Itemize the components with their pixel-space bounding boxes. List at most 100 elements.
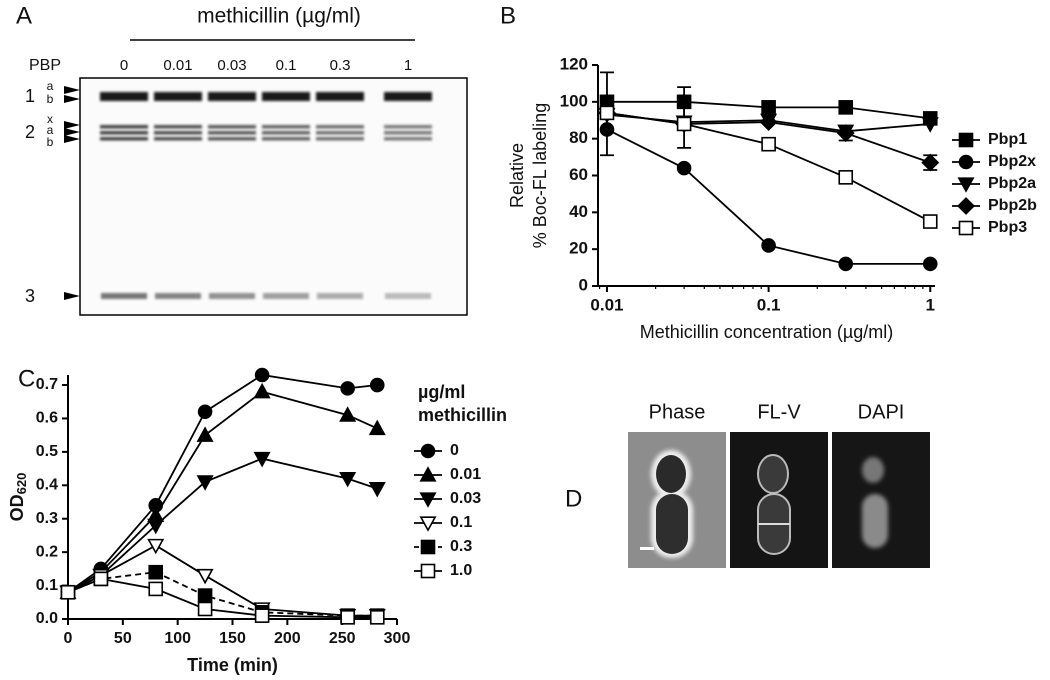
marker — [922, 214, 938, 229]
marker — [148, 564, 164, 580]
x-axis-label: Time (min) — [187, 655, 278, 675]
gel-band — [384, 125, 432, 129]
band-sub-label: b — [47, 92, 54, 106]
marker — [958, 154, 974, 170]
band-label: 3 — [25, 286, 35, 306]
marker — [196, 568, 214, 585]
x-tick-label: 250 — [329, 630, 356, 647]
marker — [253, 451, 271, 468]
y-tick-label: 0.7 — [36, 376, 58, 393]
x-tick-label: 0.01 — [590, 295, 623, 314]
marker — [340, 610, 355, 625]
marker — [93, 571, 109, 587]
marker — [761, 136, 776, 152]
marker — [148, 581, 164, 597]
marker — [838, 170, 854, 185]
x-axis-label: Methicillin concentration (µg/ml) — [640, 322, 893, 342]
band-sub-label: x — [47, 112, 53, 126]
marker — [957, 177, 975, 193]
band-sub-label: a — [47, 123, 54, 137]
gel-band — [100, 92, 148, 101]
legend-label: 0.1 — [450, 514, 472, 531]
gel-band — [100, 131, 148, 135]
band-sub-label: b — [47, 135, 54, 149]
y-tick-label: 100 — [560, 91, 588, 110]
marker — [368, 419, 386, 436]
marker — [419, 492, 437, 508]
legend-label: Pbp1 — [988, 131, 1027, 148]
lane-label: 0.03 — [217, 57, 246, 74]
legend-label: Pbp3 — [988, 219, 1027, 236]
gel-band — [208, 92, 256, 101]
image-label: FL-V — [757, 401, 801, 423]
lane-label: 0 — [120, 57, 128, 74]
y-tick-label: 0.1 — [36, 577, 58, 594]
legend-label: Pbp2x — [988, 153, 1036, 170]
marker — [368, 481, 386, 498]
legend-label: Pbp2b — [988, 197, 1037, 214]
x-tick-label: 200 — [274, 630, 301, 647]
marker — [420, 539, 436, 555]
y-tick-label: 0.2 — [36, 543, 58, 560]
panel-label: C — [18, 365, 35, 392]
y-tick-label: 20 — [569, 239, 588, 258]
marker — [761, 238, 776, 253]
y-tick-label: 120 — [560, 54, 588, 73]
gel-band — [316, 137, 364, 141]
y-tick-label: 0.0 — [36, 610, 58, 627]
gel-band — [262, 137, 310, 141]
marker — [838, 256, 854, 272]
gel-band — [208, 131, 256, 135]
lane-label: 0.1 — [276, 57, 297, 74]
legend-label: Pbp2a — [988, 175, 1036, 192]
series-line — [67, 457, 378, 594]
marker — [958, 220, 974, 236]
marker — [921, 117, 939, 133]
marker — [599, 105, 615, 121]
y-tick-label: 80 — [569, 128, 588, 147]
marker — [369, 610, 385, 625]
y-axis-label: OD620 — [7, 473, 30, 522]
gel-band — [100, 137, 148, 141]
gel-band — [385, 293, 431, 299]
gel — [79, 77, 468, 316]
x-tick-label: 150 — [219, 630, 246, 647]
marker — [60, 584, 76, 600]
x-tick-label: 0 — [64, 630, 73, 647]
y-tick-label: 0.3 — [36, 510, 58, 527]
y-axis-label: % Boc-FL labeling — [530, 103, 550, 248]
marker — [759, 113, 778, 132]
legend-title: methicillin — [418, 405, 507, 425]
y-axis-label: Relative — [507, 143, 527, 208]
gel-band — [316, 92, 364, 101]
legend-label: 0 — [450, 442, 459, 459]
series-line — [67, 571, 378, 617]
gel-band — [384, 137, 432, 141]
gel-band — [154, 131, 202, 135]
marker — [147, 538, 165, 555]
gel-band — [209, 293, 255, 299]
panel-label: B — [500, 2, 516, 29]
marker — [676, 160, 692, 176]
gel-band — [154, 92, 202, 101]
gel-band — [384, 92, 432, 101]
gel-band — [317, 293, 363, 299]
y-tick-label: 0.5 — [36, 443, 58, 460]
gel-band — [208, 137, 256, 141]
legend-title: µg/ml — [418, 382, 465, 402]
marker — [761, 100, 776, 115]
y-tick-label: 60 — [569, 165, 588, 184]
marker — [599, 122, 615, 137]
band-sub-label: a — [47, 79, 54, 93]
gel-title: methicillin (µg/ml) — [197, 5, 361, 28]
gel-band — [154, 137, 202, 141]
legend-label: 0.3 — [450, 538, 472, 555]
lane-label: 0.3 — [330, 57, 351, 74]
marker — [339, 406, 357, 422]
image-label: Phase — [649, 401, 706, 423]
marker — [196, 475, 214, 491]
lane-label: 1 — [404, 57, 412, 74]
y-tick-label: 0.4 — [36, 477, 58, 494]
lane-header: PBP — [29, 57, 61, 74]
x-tick-label: 100 — [164, 630, 191, 647]
